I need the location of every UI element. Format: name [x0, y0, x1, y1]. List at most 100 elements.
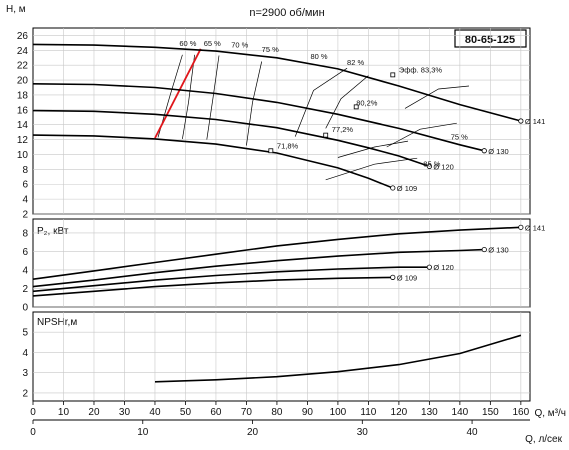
efficiency-label: 60 %	[179, 39, 196, 48]
efficiency-label: 85 %	[423, 159, 440, 168]
head-series-label: Ø 109	[397, 184, 417, 193]
x-tick-label-m3h: 80	[271, 407, 283, 418]
x-tick-label-m3h: 160	[513, 407, 530, 418]
efficiency-label: Эфф. 83,3%	[399, 66, 442, 75]
power-series-label: Ø 130	[488, 246, 508, 255]
efficiency-label: 71,8%	[277, 142, 299, 151]
efficiency-isoline-4	[246, 61, 263, 146]
head-series-label: Ø 130	[488, 147, 508, 156]
power-curve-3	[32, 266, 430, 293]
x-tick-label-m3h: 110	[360, 407, 376, 418]
head-curve-4	[32, 134, 394, 189]
x-tick-label-m3h: 0	[30, 407, 36, 418]
y-tick-label-head: 6	[22, 180, 28, 191]
head-series-label: Ø 141	[525, 117, 545, 126]
x-tick-label-m3h: 70	[241, 407, 253, 418]
efficiency-label: 82 %	[347, 58, 364, 67]
x-tick-label-m3h: 10	[58, 407, 70, 418]
y-tick-label-npsh: 5	[22, 328, 28, 339]
efficiency-label: 80,2%	[356, 98, 378, 107]
duty-point-marker	[390, 72, 396, 78]
y-tick-label-head: 24	[17, 46, 29, 57]
y-tick-label-head: 22	[17, 61, 29, 72]
y-tick-label-head: 20	[17, 76, 29, 87]
panel-frame-head	[32, 27, 531, 215]
panel-frame-npsh	[32, 311, 531, 402]
x-tick-label-ls: 30	[357, 427, 369, 438]
power-axis-label: P₂, кВт	[37, 226, 69, 237]
efficiency-label: 77,2%	[332, 125, 354, 134]
efficiency-isoline-10	[325, 157, 418, 181]
y-tick-label-npsh: 4	[22, 348, 28, 359]
y-tick-label-power: 0	[22, 303, 28, 314]
efficiency-label: 75 %	[451, 133, 468, 142]
head-curve-2	[32, 83, 485, 152]
power-curve-end-marker	[390, 274, 396, 280]
duty-point-marker	[268, 148, 274, 154]
x-tick-label-m3h: 90	[302, 407, 314, 418]
x-tick-label-m3h: 20	[88, 407, 100, 418]
y-tick-label-npsh: 2	[22, 388, 28, 399]
power-series-label: Ø 141	[525, 223, 545, 232]
head-series-label: Ø 120	[433, 162, 453, 171]
x-tick-label-m3h: 100	[330, 407, 347, 418]
y-tick-label-head: 14	[17, 120, 29, 131]
x-tick-label-m3h: 120	[391, 407, 408, 418]
y-tick-label-head: 16	[17, 105, 29, 116]
head-curve-end-marker	[518, 118, 524, 124]
x-axis-label-m3h: Q, м³/ч	[534, 408, 566, 419]
head-curve-end-marker	[481, 148, 487, 154]
efficiency-isoline-7	[404, 85, 470, 109]
x-tick-label-m3h: 140	[452, 407, 469, 418]
y-tick-label-head: 10	[17, 150, 29, 161]
power-curve-1	[32, 226, 521, 280]
power-curve-end-marker	[481, 246, 487, 253]
efficiency-label: 65 %	[204, 39, 221, 48]
x-tick-label-m3h: 150	[482, 407, 499, 418]
head-axis-label: H, м	[6, 4, 26, 15]
chart-title: n=2900 об/мин	[249, 7, 324, 19]
y-tick-label-head: 12	[17, 135, 29, 146]
power-curve-4	[32, 276, 393, 297]
power-curve-end-marker	[426, 264, 432, 270]
y-tick-label-head: 26	[17, 31, 29, 42]
head-curve-3	[32, 109, 430, 168]
limit-line-red	[154, 48, 202, 139]
x-axis-label-ls: Q, л/сек	[525, 434, 563, 445]
power-series-label: Ø 120	[433, 263, 453, 272]
y-tick-label-npsh: 3	[22, 368, 28, 379]
model-label: 80-65-125	[465, 34, 515, 46]
npsh-axis-label: NPSHr,м	[37, 317, 77, 328]
efficiency-isoline-9	[337, 140, 409, 158]
x-tick-label-m3h: 40	[149, 407, 161, 418]
x-tick-label-m3h: 130	[421, 407, 438, 418]
efficiency-label: 70 %	[231, 40, 248, 49]
head-curve-end-marker	[390, 185, 396, 191]
power-curve-2	[32, 248, 485, 288]
head-curve-end-marker	[426, 163, 432, 169]
duty-point-marker	[353, 104, 359, 110]
efficiency-label: 80 %	[310, 52, 327, 61]
x-tick-label-m3h: 50	[180, 407, 192, 418]
power-series-label: Ø 109	[397, 273, 417, 282]
x-tick-label-m3h: 60	[210, 407, 222, 418]
efficiency-isoline-8	[386, 122, 457, 148]
x-tick-label-ls: 40	[467, 427, 479, 438]
efficiency-isoline-3	[206, 55, 220, 140]
efficiency-label: 75 %	[262, 45, 279, 54]
x-tick-label-ls: 20	[247, 427, 259, 438]
x-tick-label-m3h: 30	[119, 407, 131, 418]
x-tick-label-ls: 10	[137, 427, 149, 438]
panel-frame-power	[32, 218, 531, 308]
power-curve-end-marker	[518, 224, 524, 230]
y-tick-label-power: 6	[22, 247, 28, 258]
y-tick-label-power: 4	[22, 265, 28, 276]
y-tick-label-head: 18	[17, 90, 29, 101]
duty-point-marker	[323, 132, 329, 138]
npsh-curve-1	[154, 334, 522, 383]
y-tick-label-power: 2	[22, 284, 28, 295]
y-tick-label-power: 8	[22, 228, 28, 239]
y-tick-label-head: 2	[22, 210, 28, 221]
